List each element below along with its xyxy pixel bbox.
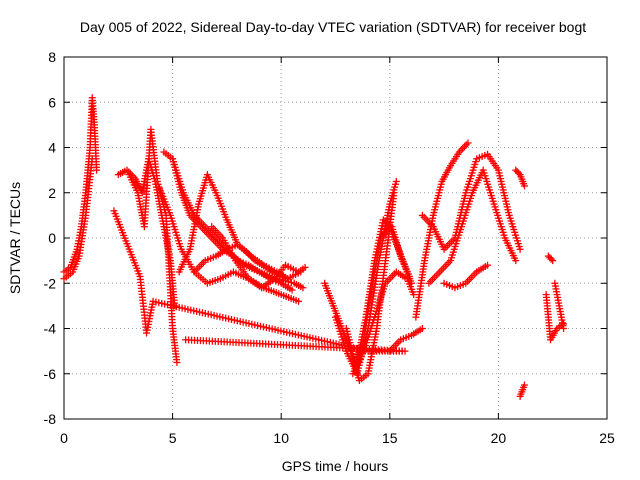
data-marks [60,94,568,400]
data-point-marker [549,257,557,265]
data-point-marker [88,155,96,163]
x-tick-label: 5 [169,430,177,446]
x-tick-labels: 0 5 10 15 20 25 [60,430,615,446]
y-tick-label: 2 [48,185,56,201]
series-track-24 [544,252,557,265]
data-point-marker [516,245,524,253]
plot-frame [63,56,608,420]
series-track-10 [208,223,309,292]
series-track-19 [425,166,520,287]
series-track-21 [512,166,528,190]
series-track-17 [412,139,472,321]
y-tick-label: 6 [48,94,56,110]
series-track-6 [156,184,303,305]
y-tick-labels: -8 -6 -4 -2 0 2 4 6 8 [44,49,57,427]
series-track-8 [175,171,292,283]
series-track-20 [440,261,492,292]
data-point-marker [560,325,568,332]
data-point-marker [288,286,296,294]
y-tick-label: 0 [48,230,56,246]
data-point-marker [547,255,555,263]
x-tick-label: 25 [599,430,615,446]
series-track-9 [190,241,305,283]
series-track-22 [516,381,528,400]
x-axis-label: GPS time / hours [282,458,389,474]
data-point-marker [512,257,520,265]
x-tick-label: 0 [60,430,68,446]
chart-title: Day 005 of 2022, Sidereal Day-to-day VTE… [80,19,586,35]
x-tick-label: 10 [273,430,289,446]
series-outliers [110,207,409,355]
data-point-marker [392,177,400,185]
y-axis-label: SDTVAR / TECUs [7,182,23,294]
y-tick-label: 8 [48,49,56,65]
series-track-15 [349,268,418,378]
grid-lines [64,57,607,419]
y-tick-label: -8 [44,411,57,427]
axis-ticks [63,56,608,420]
x-tick-label: 15 [382,430,398,446]
series-track-23 [542,291,568,344]
data-point-marker [418,325,426,332]
x-tick-label: 20 [491,430,507,446]
y-tick-label: 4 [48,140,56,156]
data-point-marker [182,336,190,344]
series-track-2 [60,155,96,283]
data-point-marker [520,182,528,190]
data-point-marker [464,139,472,147]
data-point-marker [299,284,307,292]
y-tick-label: -6 [44,366,57,382]
data-point-marker [484,261,492,269]
series-track-18 [418,150,524,253]
data-point-marker [301,263,309,271]
data-point-marker [515,169,523,177]
y-tick-label: -4 [44,321,57,337]
data-point-marker [295,297,303,305]
data-point-marker [173,358,181,366]
y-tick-label: -2 [44,275,57,291]
data-point-marker [520,381,528,389]
series-track-25 [551,279,568,332]
